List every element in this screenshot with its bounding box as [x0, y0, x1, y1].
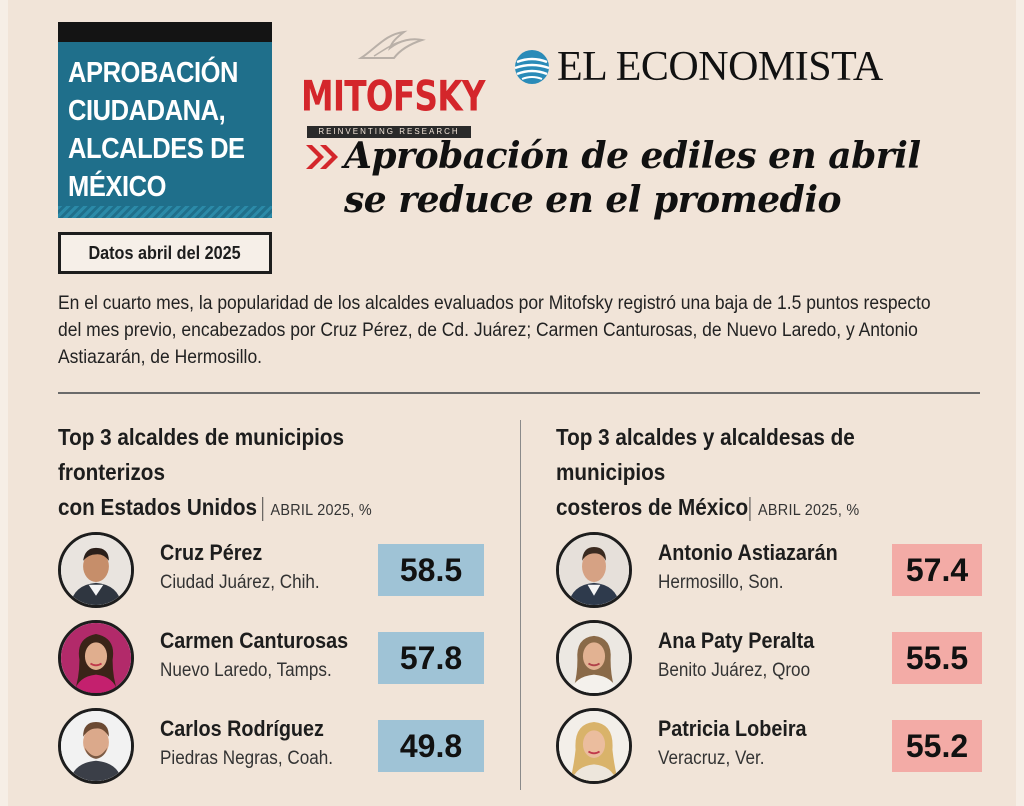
person-city: Nuevo Laredo, Tamps. — [160, 660, 332, 681]
person-name: Patricia Lobeira — [658, 716, 807, 741]
list-item: Patricia Lobeira Veracruz, Ver. 55.2 — [556, 708, 986, 784]
mitofsky-name: MITOFSKY — [301, 72, 486, 122]
avatar — [58, 620, 134, 696]
summary-line: En el cuarto mes, la popularidad de los … — [58, 293, 931, 314]
score-badge: 55.2 — [892, 720, 982, 772]
woman-portrait-icon — [61, 623, 131, 693]
woman-portrait-icon — [559, 711, 629, 781]
title-line: CIUDADANA, — [68, 95, 226, 127]
person-city: Piedras Negras, Coah. — [160, 748, 333, 769]
title-line: ALCALDES DE — [68, 133, 245, 165]
right-heading-line2-wrap: costeros de México ABRIL 2025, % — [556, 490, 952, 528]
right-heading-line1: Top 3 alcaldes y alcaldesas de municipio… — [556, 424, 855, 485]
person-city: Veracruz, Ver. — [658, 748, 765, 769]
title-line: APROBACIÓN — [68, 57, 238, 89]
column-divider — [520, 420, 521, 790]
double-chevron-icon — [306, 145, 338, 169]
left-heading-unit: ABRIL 2025, % — [270, 502, 372, 519]
separator — [749, 496, 751, 521]
right-column-heading: Top 3 alcaldes y alcaldesas de municipio… — [556, 420, 952, 528]
person-name: Antonio Astiazarán — [658, 540, 838, 565]
score-badge: 57.4 — [892, 544, 982, 596]
person-name: Ana Paty Peralta — [658, 628, 815, 653]
avatar — [58, 708, 134, 784]
mitofsky-logo: MITOFSKY REINVENTING RESEARCH — [301, 28, 487, 138]
avatar — [58, 532, 134, 608]
title-block: APROBACIÓN CIUDADANA, ALCALDES DE MÉXICO — [58, 22, 272, 218]
list-item: Carmen Canturosas Nuevo Laredo, Tamps. 5… — [58, 620, 488, 696]
right-heading-line2: costeros de México — [556, 494, 749, 520]
bird-icon — [357, 30, 426, 59]
list-item: Ana Paty Peralta Benito Juárez, Qroo 55.… — [556, 620, 986, 696]
date-text: Datos abril del 2025 — [88, 242, 242, 263]
person-name: Carlos Rodríguez — [160, 716, 324, 741]
person-city: Ciudad Juárez, Chih. — [160, 572, 320, 593]
man-portrait-icon — [559, 535, 629, 605]
person-name: Cruz Pérez — [160, 540, 263, 565]
economista-name: EL ECONOMISTA — [557, 44, 883, 90]
separator — [262, 496, 264, 521]
avatar — [556, 532, 632, 608]
headline-line: Aprobación de ediles en abril — [344, 135, 921, 177]
headline-text: Aprobación de ediles en abril se reduce … — [344, 134, 1004, 222]
title-line: MÉXICO — [68, 171, 167, 203]
summary-line: Astiazarán, de Hermosillo. — [58, 347, 263, 368]
score-badge: 55.5 — [892, 632, 982, 684]
summary-paragraph: En el cuarto mes, la popularidad de los … — [58, 290, 978, 371]
person-city: Benito Juárez, Qroo — [658, 660, 811, 681]
score-badge: 57.8 — [378, 632, 484, 684]
wave-pattern — [58, 206, 272, 218]
man-portrait-icon — [61, 535, 131, 605]
person-city: Hermosillo, Son. — [658, 572, 784, 593]
date-label: Datos abril del 2025 — [58, 232, 272, 274]
woman-portrait-icon — [559, 623, 629, 693]
left-column-heading: Top 3 alcaldes de municipios fronterizos… — [58, 420, 454, 528]
headline-line: se reduce en el promedio — [344, 179, 842, 221]
score-badge: 58.5 — [378, 544, 484, 596]
left-heading-line2: con Estados Unidos — [58, 494, 257, 520]
man-portrait-icon — [61, 711, 131, 781]
summary-line: del mes previo, encabezados por Cruz Pér… — [58, 320, 918, 341]
mitofsky-tagline: REINVENTING RESEARCH — [307, 126, 471, 138]
divider — [58, 392, 980, 394]
list-item: Carlos Rodríguez Piedras Negras, Coah. 4… — [58, 708, 488, 784]
avatar — [556, 708, 632, 784]
score-badge: 49.8 — [378, 720, 484, 772]
left-heading-line1: Top 3 alcaldes de municipios fronterizos — [58, 424, 345, 485]
title-text: APROBACIÓN CIUDADANA, ALCALDES DE MÉXICO — [68, 54, 270, 206]
right-heading-unit: ABRIL 2025, % — [758, 502, 860, 519]
list-item: Antonio Astiazarán Hermosillo, Son. 57.4 — [556, 532, 986, 608]
list-item: Cruz Pérez Ciudad Juárez, Chih. 58.5 — [58, 532, 488, 608]
left-heading-line2-wrap: con Estados Unidos ABRIL 2025, % — [58, 490, 454, 528]
economista-logo: EL ECONOMISTA — [513, 44, 883, 90]
avatar — [556, 620, 632, 696]
globe-icon — [514, 50, 550, 84]
person-name: Carmen Canturosas — [160, 628, 349, 653]
